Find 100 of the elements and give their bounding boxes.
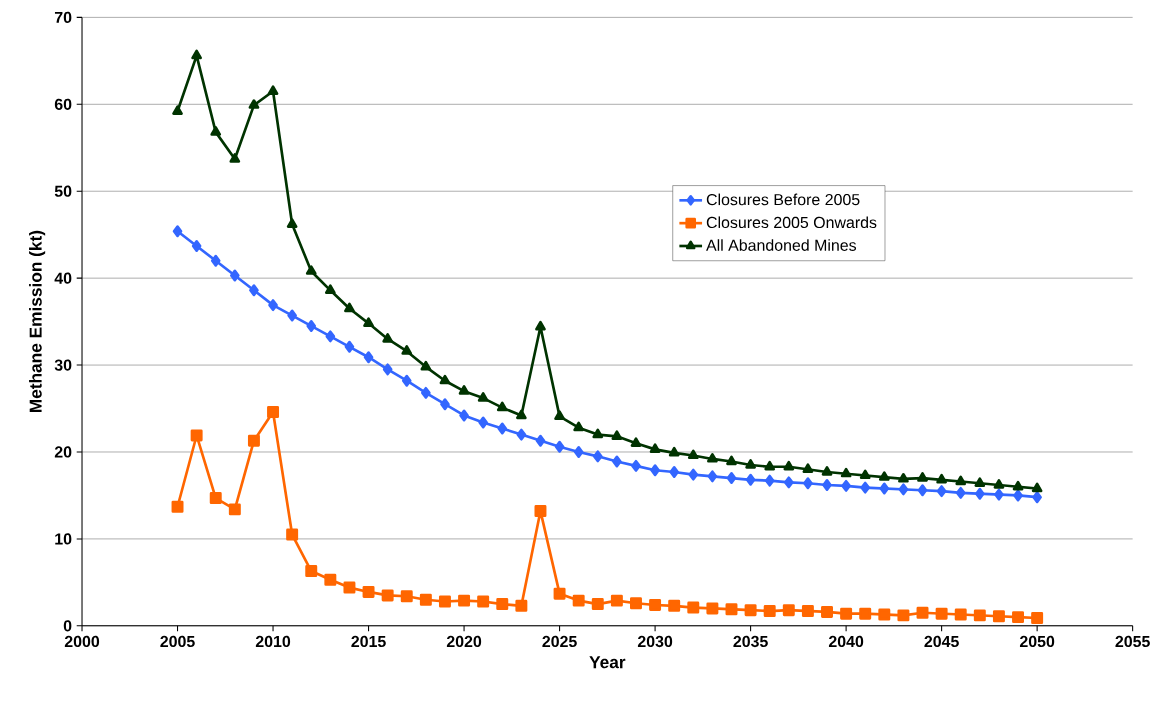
point	[840, 467, 852, 478]
point	[650, 464, 660, 477]
point	[554, 440, 565, 453]
point	[669, 466, 679, 479]
point	[898, 483, 909, 496]
point	[535, 434, 546, 447]
point	[306, 320, 317, 333]
y-axis-title: Methane Emission (kt)	[29, 230, 46, 413]
point	[1012, 480, 1024, 491]
point	[478, 416, 488, 429]
legend-label: All Abandoned Mines	[706, 239, 857, 252]
x-tick-label: 2000	[64, 635, 100, 648]
point	[459, 409, 469, 422]
point	[267, 85, 279, 96]
point	[992, 610, 1005, 623]
point	[803, 477, 813, 490]
point	[630, 437, 642, 448]
point	[534, 505, 547, 518]
point	[726, 472, 737, 485]
point	[191, 240, 202, 253]
point	[763, 605, 776, 618]
point	[936, 473, 947, 484]
point	[764, 474, 775, 487]
point	[249, 284, 259, 297]
point	[668, 446, 680, 457]
point	[286, 528, 299, 541]
point	[1032, 491, 1042, 504]
y-tick-label: 0	[63, 620, 72, 632]
point	[649, 443, 661, 454]
x-tick-label: 2020	[446, 635, 482, 648]
y-tick-label: 30	[54, 359, 72, 371]
point	[878, 608, 891, 621]
point	[688, 468, 699, 481]
point	[401, 345, 413, 355]
point	[209, 492, 222, 505]
point	[228, 503, 241, 516]
point	[801, 605, 814, 618]
point	[324, 573, 337, 586]
y-tick-label: 20	[54, 446, 72, 458]
point	[840, 607, 853, 620]
point	[190, 429, 203, 442]
x-tick-label: 2045	[924, 635, 959, 648]
point	[630, 597, 642, 610]
point	[612, 455, 622, 468]
point	[897, 609, 910, 622]
point	[172, 225, 183, 238]
point	[955, 475, 967, 486]
point	[382, 363, 393, 376]
y-tick-label: 50	[54, 185, 72, 197]
point	[745, 459, 756, 469]
point	[439, 374, 451, 385]
point	[438, 595, 451, 608]
y-tick-label: 60	[54, 98, 72, 111]
point	[611, 430, 623, 441]
point	[1031, 482, 1043, 493]
point	[707, 470, 718, 483]
point	[917, 472, 928, 482]
point	[554, 410, 565, 421]
point	[649, 599, 662, 612]
point	[421, 387, 431, 399]
point	[305, 265, 317, 275]
point	[363, 317, 374, 328]
point	[783, 460, 795, 471]
point	[802, 463, 814, 474]
x-tick-label: 2005	[160, 635, 195, 648]
point	[954, 608, 967, 621]
point	[343, 581, 356, 594]
point	[458, 385, 470, 395]
point	[975, 487, 985, 500]
point	[591, 598, 604, 611]
point	[573, 421, 585, 432]
point	[247, 434, 260, 447]
point	[841, 480, 851, 492]
point	[1012, 611, 1025, 624]
point	[268, 299, 278, 312]
point	[706, 602, 719, 615]
point	[515, 599, 528, 612]
point	[916, 606, 929, 619]
x-tick-label: 2015	[351, 635, 386, 648]
x-tick-label: 2030	[637, 635, 673, 648]
point	[171, 500, 184, 513]
point	[400, 590, 413, 603]
point	[993, 479, 1005, 489]
point	[610, 594, 623, 607]
x-tick-label: 2055	[1115, 635, 1150, 648]
point	[764, 460, 776, 471]
point	[879, 482, 890, 495]
point	[230, 269, 240, 282]
point	[1013, 489, 1023, 502]
point	[305, 565, 318, 578]
x-tick-label: 2010	[255, 635, 291, 648]
point	[726, 455, 737, 466]
point	[496, 598, 509, 611]
point	[822, 479, 832, 492]
point	[535, 320, 546, 331]
point	[707, 453, 718, 463]
x-tick-label: 2025	[542, 635, 577, 648]
point	[725, 603, 738, 616]
point	[287, 309, 297, 322]
point	[516, 428, 527, 441]
